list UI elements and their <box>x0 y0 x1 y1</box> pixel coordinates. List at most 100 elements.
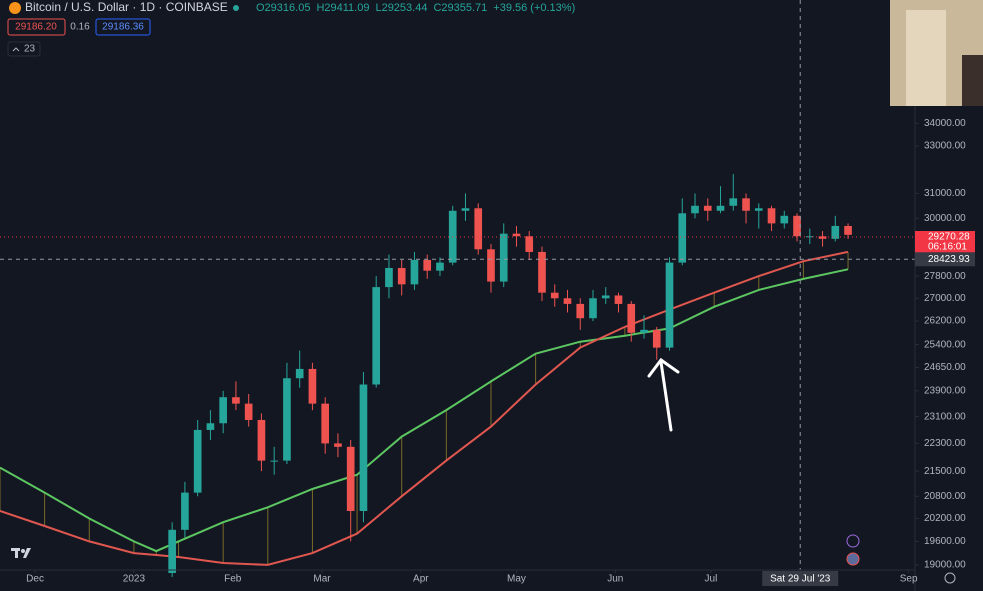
sell-button[interactable] <box>7 18 66 36</box>
y-tick-label: 25400.00 <box>924 339 966 350</box>
y-tick-label: 23900.00 <box>924 385 966 396</box>
candle-body <box>334 443 342 447</box>
y-tick-label: 27800.00 <box>924 271 966 282</box>
candle-body <box>372 287 381 385</box>
candle-body <box>563 298 572 304</box>
tv-logo <box>11 548 31 558</box>
candle-body <box>321 403 330 444</box>
candle-body <box>640 329 648 333</box>
candle-body <box>729 198 738 206</box>
candle-body <box>742 198 750 211</box>
webcam-chair <box>962 55 983 106</box>
annotation-arrow <box>647 357 680 432</box>
y-tick-label: 22300.00 <box>924 438 966 449</box>
candle-body <box>780 215 789 224</box>
candle-body <box>538 251 546 293</box>
candle-body <box>397 267 406 285</box>
crosshair-date-label: Sat 29 Jul '23 <box>770 574 831 585</box>
candle-body <box>818 236 827 239</box>
ohlc-value: C29355.71 <box>433 2 487 14</box>
candle-body <box>474 208 483 250</box>
candle-body <box>295 368 304 379</box>
crosshair-price-label: 28423.93 <box>928 254 970 265</box>
alert-icon[interactable] <box>846 534 860 548</box>
candle-body <box>487 249 495 282</box>
plot-area <box>0 0 915 578</box>
indicators-count: 23 <box>24 44 36 55</box>
last-price-box <box>915 231 975 254</box>
candle-body <box>614 295 623 304</box>
candle-body <box>270 460 279 462</box>
y-tick-label: 23100.00 <box>924 411 966 422</box>
candle-body <box>589 298 597 319</box>
last-price-label: 29270.28 <box>928 232 970 243</box>
ohlc-legend: O29316.05 H29411.09 L29253.44 C29355.71 +39.… <box>256 2 575 14</box>
y-tick-label: 31000.00 <box>924 188 966 199</box>
market-status <box>233 5 239 11</box>
candle-body <box>461 208 470 211</box>
candle-body <box>627 303 636 333</box>
candle-body <box>525 236 534 252</box>
buy-price[interactable]: 29186.36 <box>102 22 144 33</box>
y-tick-label: 19600.00 <box>924 536 966 547</box>
spread: 0.16 <box>70 22 90 33</box>
candle-body <box>716 205 725 211</box>
webcam-door <box>906 10 946 106</box>
candle-body <box>385 267 393 288</box>
candle-body <box>499 233 508 282</box>
event-icon[interactable] <box>846 552 860 566</box>
ma-line <box>0 268 849 553</box>
y-tick-label: 26200.00 <box>924 316 966 327</box>
y-tick-label: 19000.00 <box>924 560 966 571</box>
x-tick-label: 2023 <box>123 574 146 585</box>
x-tick-label: Feb <box>224 574 242 585</box>
x-tick-label: May <box>507 574 526 585</box>
sell-price[interactable]: 29186.20 <box>15 22 57 33</box>
ohlc-value: H29411.09 <box>316 2 369 14</box>
candle-body <box>193 429 202 493</box>
x-tick-label: Jul <box>705 574 718 585</box>
buy-button[interactable] <box>95 18 151 36</box>
candle-body <box>665 262 674 348</box>
indicators-toggle[interactable] <box>7 41 41 57</box>
candle-body <box>436 262 444 271</box>
y-tick-label: 30000.00 <box>924 213 966 224</box>
candle-body <box>283 378 291 461</box>
candle-body <box>410 259 419 285</box>
ohlc-value: O29316.05 <box>256 2 310 14</box>
candle-body <box>831 225 840 239</box>
ohlc-value: +39.56 (+0.13%) <box>493 2 575 14</box>
coin-icon <box>9 2 21 14</box>
candle-body <box>767 208 776 224</box>
candle-body <box>703 205 712 211</box>
candle-body <box>550 292 559 299</box>
ohlc-value: L29253.44 <box>375 2 427 14</box>
chart-title: Bitcoin / U.S. Dollar · 1D · COINBASE <box>25 0 228 14</box>
candle-body <box>232 397 240 404</box>
candle-body <box>359 384 368 511</box>
candle-body <box>181 492 189 530</box>
candle-body <box>576 303 585 319</box>
y-tick-label: 21500.00 <box>924 466 966 477</box>
candle-body <box>691 205 699 214</box>
candle-body <box>754 208 763 211</box>
candle-body <box>678 213 687 263</box>
candle-body <box>257 419 266 461</box>
x-tick-label: Apr <box>413 574 429 585</box>
y-tick-label: 24650.00 <box>924 362 966 373</box>
settings-icon[interactable] <box>944 572 956 584</box>
y-tick-label: 27000.00 <box>924 293 966 304</box>
candle-body <box>219 397 227 424</box>
candle-body <box>601 295 610 299</box>
x-tick-label: Dec <box>26 574 44 585</box>
candle-body <box>244 403 253 420</box>
y-tick-label: 20200.00 <box>924 513 966 524</box>
x-tick-label: Jun <box>607 574 623 585</box>
candle-body <box>168 529 176 573</box>
candle-body <box>423 259 432 271</box>
candle-body <box>512 233 521 237</box>
y-tick-label: 20800.00 <box>924 491 966 502</box>
candle-body <box>805 236 814 238</box>
